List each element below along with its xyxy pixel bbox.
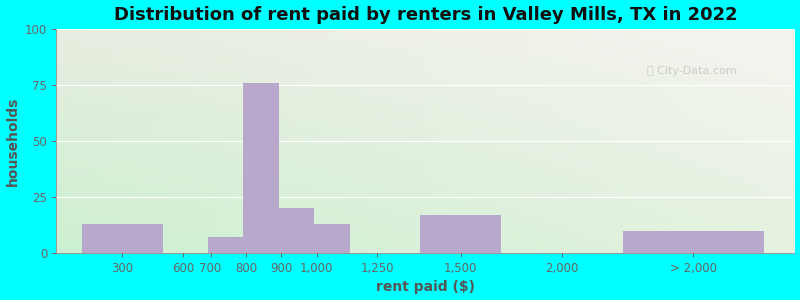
- Title: Distribution of rent paid by renters in Valley Mills, TX in 2022: Distribution of rent paid by renters in …: [114, 6, 738, 24]
- Bar: [279, 208, 314, 253]
- Bar: [208, 237, 243, 253]
- Bar: [243, 83, 279, 253]
- Y-axis label: households: households: [6, 96, 19, 186]
- X-axis label: rent paid ($): rent paid ($): [376, 280, 475, 294]
- Text: Ⓐ City-Data.com: Ⓐ City-Data.com: [647, 66, 737, 76]
- Bar: [420, 215, 502, 253]
- Bar: [622, 230, 764, 253]
- Bar: [314, 224, 350, 253]
- Bar: [82, 224, 162, 253]
